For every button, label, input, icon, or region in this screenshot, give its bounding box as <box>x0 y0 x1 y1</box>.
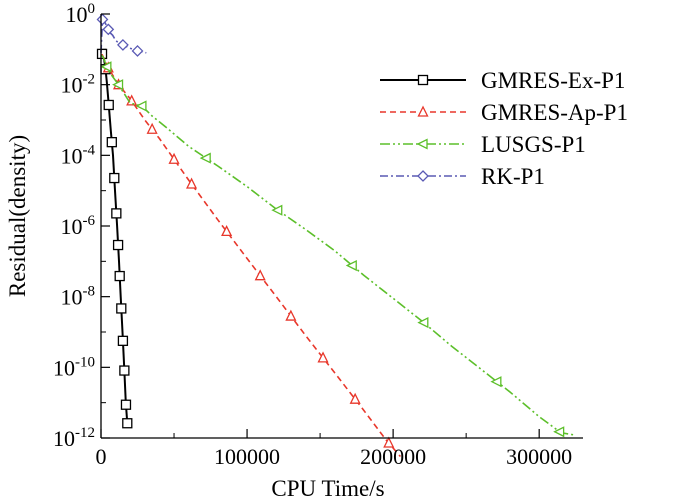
marker-lusgs-p1 <box>100 61 112 73</box>
marker-gmres-ap-p1 <box>254 269 266 281</box>
legend-item-gmres-ap-p1: GMRES-Ap-P1 <box>380 100 628 125</box>
x-axis-label: CPU Time/s <box>271 476 384 501</box>
marker-lusgs-p1 <box>553 426 565 438</box>
legend-label-lusgs-p1: LUSGS-P1 <box>481 132 586 157</box>
y-tick-label: 10-8 <box>61 284 96 310</box>
marker-lusgs-p1 <box>417 317 429 329</box>
marker-gmres-ap-p1 <box>146 122 158 134</box>
marker-lusgs-p1 <box>199 152 211 164</box>
marker-gmres-ex-p1 <box>119 365 130 376</box>
marker-lusgs-p1 <box>345 259 357 272</box>
y-tick-label: 10-2 <box>61 72 96 98</box>
marker-rk-p1 <box>116 39 129 51</box>
marker-gmres-ap-p1 <box>285 309 297 321</box>
marker-gmres-ap-p1 <box>221 224 233 237</box>
marker-gmres-ap-p1 <box>317 351 329 363</box>
legend-marker-rk-p1 <box>417 170 429 182</box>
legend-marker-lusgs-p1 <box>416 138 428 150</box>
legend-label-rk-p1: RK-P1 <box>481 164 545 189</box>
marker-gmres-ex-p1 <box>120 399 132 410</box>
marker-rk-p1 <box>96 13 109 26</box>
legend: GMRES-Ex-P1 GMRES-Ap-P1 LUSGS-P1 RK-P1 <box>380 68 628 189</box>
marker-gmres-ex-p1 <box>109 172 120 184</box>
y-tick-label: 100 <box>66 1 96 27</box>
legend-item-lusgs-p1: LUSGS-P1 <box>380 132 586 157</box>
marker-lusgs-p1 <box>135 100 147 112</box>
series-layer <box>96 13 576 458</box>
marker-lusgs-p1 <box>271 204 283 216</box>
marker-lusgs-p1 <box>490 376 502 388</box>
y-tick-label: 10-6 <box>61 213 96 239</box>
series-rk-p1 <box>96 13 147 57</box>
marker-gmres-ap-p1 <box>168 152 180 164</box>
axes-layer: 0 100000 200000 300000 100 10-2 10-4 10-6 10-8 10… <box>53 1 583 469</box>
marker-gmres-ex-p1 <box>114 270 125 282</box>
marker-lusgs-p1 <box>112 79 124 91</box>
legend-item-rk-p1: RK-P1 <box>380 164 545 189</box>
legend-item-gmres-ex-p1: GMRES-Ex-P1 <box>380 68 625 93</box>
marker-gmres-ex-p1 <box>112 239 124 251</box>
legend-marker-gmres-ap-p1 <box>417 105 429 117</box>
legend-label-gmres-ex-p1: GMRES-Ex-P1 <box>481 68 625 93</box>
series-line-gmres-ap-p1 <box>101 54 402 458</box>
y-tick-label: 10-4 <box>61 142 96 168</box>
marker-gmres-ex-p1 <box>103 99 114 111</box>
marker-rk-p1 <box>131 45 144 57</box>
legend-marker-gmres-ex-p1 <box>417 74 429 86</box>
marker-rk-p1 <box>102 23 115 36</box>
marker-gmres-ex-p1 <box>117 335 129 346</box>
x-tick-label: 0 <box>96 444 107 469</box>
marker-gmres-ex-p1 <box>106 137 117 148</box>
y-tick-label: 10-10 <box>53 354 95 380</box>
marker-gmres-ex-p1 <box>116 303 127 314</box>
x-tick-label: 300000 <box>506 444 572 469</box>
marker-gmres-ex-p1 <box>122 418 133 429</box>
series-lusgs-p1 <box>100 54 576 438</box>
x-tick-label: 200000 <box>360 444 426 469</box>
y-tick-label: 10-12 <box>53 425 95 451</box>
x-tick-label: 100000 <box>214 444 280 469</box>
marker-gmres-ap-p1 <box>186 177 198 189</box>
legend-label-gmres-ap-p1: GMRES-Ap-P1 <box>481 100 628 125</box>
y-axis-label: Residual(density) <box>5 135 30 297</box>
marker-gmres-ex-p1 <box>111 208 122 219</box>
marker-gmres-ap-p1 <box>349 392 361 404</box>
marker-gmres-ap-p1 <box>383 436 395 448</box>
